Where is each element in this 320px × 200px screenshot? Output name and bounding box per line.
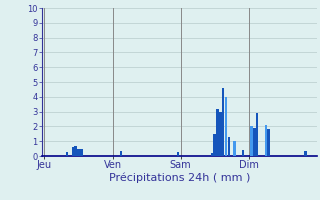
Bar — [222, 88, 224, 156]
Bar — [80, 149, 83, 156]
Bar — [242, 150, 244, 156]
Bar — [265, 125, 267, 156]
Bar — [77, 149, 80, 156]
Bar — [250, 126, 253, 156]
Bar — [233, 141, 236, 156]
Bar — [268, 129, 270, 156]
Bar — [228, 137, 230, 156]
Bar — [219, 112, 221, 156]
Bar — [211, 153, 213, 156]
Bar — [72, 147, 74, 156]
Bar — [66, 152, 68, 156]
Bar — [120, 151, 122, 156]
Bar — [256, 113, 259, 156]
Bar — [75, 146, 77, 156]
Bar — [177, 152, 179, 156]
Bar — [304, 151, 307, 156]
X-axis label: Précipitations 24h ( mm ): Précipitations 24h ( mm ) — [108, 173, 250, 183]
Bar — [216, 109, 219, 156]
Bar — [225, 97, 227, 156]
Bar — [253, 128, 256, 156]
Bar — [213, 134, 216, 156]
